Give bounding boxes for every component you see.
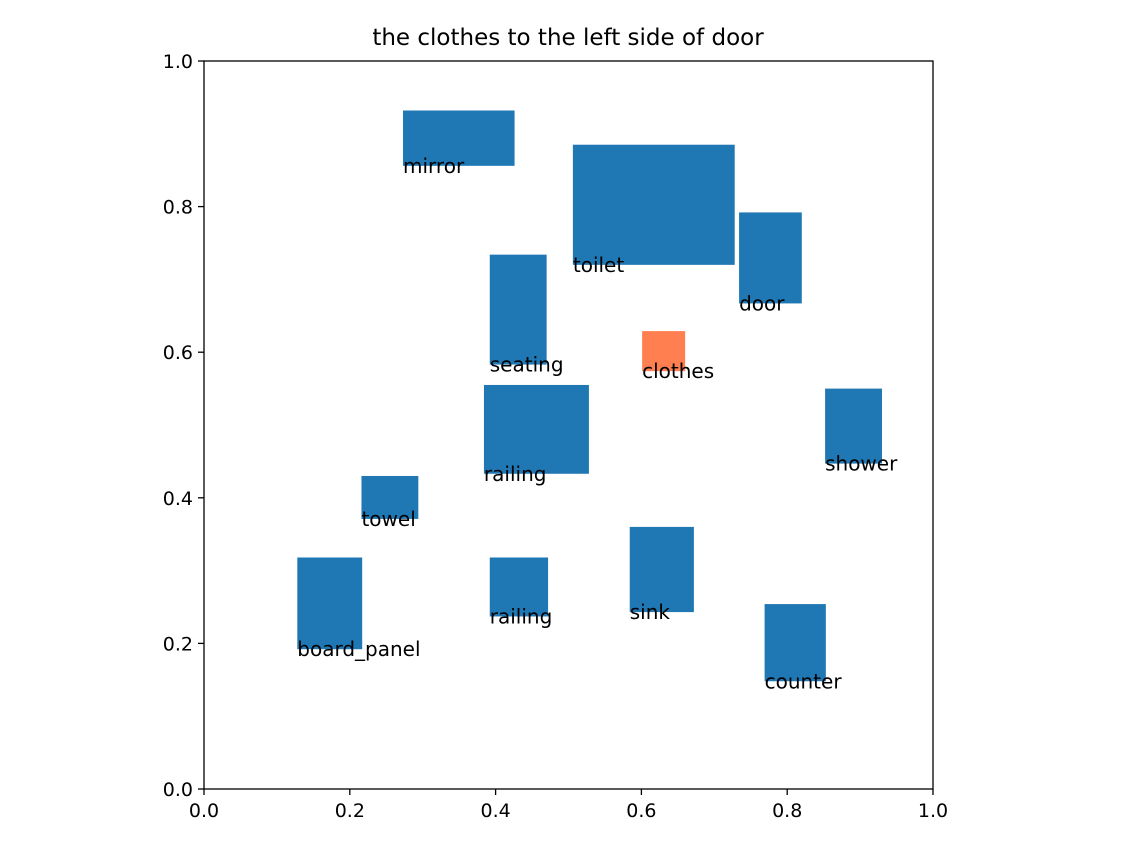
box-label-shower-6: shower — [825, 452, 898, 476]
x-tick-label: 0.4 — [480, 800, 510, 822]
y-tick-label: 0.0 — [163, 779, 193, 801]
box-mirror-0 — [403, 110, 515, 166]
box-label-counter-11: counter — [765, 669, 843, 693]
box-label-board-panel-10: board_panel — [297, 637, 420, 661]
box-seating-3 — [489, 254, 547, 365]
box-sink-8 — [629, 526, 694, 613]
box-shower-6 — [825, 388, 882, 464]
y-tick-label: 0.4 — [163, 488, 193, 510]
x-tick-label: 0.0 — [189, 800, 219, 822]
box-label-toilet-1: toilet — [573, 253, 624, 277]
x-tick-label: 0.2 — [335, 800, 365, 822]
chart-title: the clothes to the left side of door — [372, 25, 764, 51]
plot-frame — [203, 60, 934, 790]
box-toilet-1 — [572, 144, 735, 265]
box-label-towel-7: towel — [361, 507, 415, 531]
box-counter-11 — [764, 604, 826, 682]
box-board-panel-10 — [297, 557, 363, 650]
labels-layer: mirror toilet door seating clothes railing sho… — [297, 154, 898, 693]
x-tick-label: 0.6 — [626, 800, 656, 822]
y-tick-label: 0.2 — [163, 633, 193, 655]
box-label-railing-5: railing — [484, 462, 547, 486]
y-tick-label: 1.0 — [163, 51, 193, 73]
box-label-railing-9: railing — [490, 604, 553, 628]
box-railing-5 — [483, 384, 589, 474]
box-label-clothes-4: clothes — [642, 359, 714, 383]
box-door-2 — [739, 212, 802, 304]
box-clothes-4 — [642, 331, 686, 372]
box-label-seating-3: seating — [490, 353, 564, 377]
x-axis: 0.0 0.2 0.4 0.6 0.8 1.0 — [189, 789, 948, 822]
box-label-door-2: door — [739, 291, 785, 315]
x-tick-label: 0.8 — [772, 800, 802, 822]
x-tick-label: 1.0 — [918, 800, 948, 822]
box-towel-7 — [361, 475, 419, 519]
y-tick-label: 0.6 — [163, 342, 193, 364]
box-railing-9 — [489, 557, 549, 617]
y-axis: 0.0 0.2 0.4 0.6 0.8 1.0 — [163, 51, 204, 801]
box-label-mirror-0: mirror — [403, 154, 465, 178]
box-label-sink-8: sink — [630, 600, 671, 624]
y-tick-label: 0.8 — [163, 197, 193, 219]
boxes-layer — [297, 110, 882, 682]
